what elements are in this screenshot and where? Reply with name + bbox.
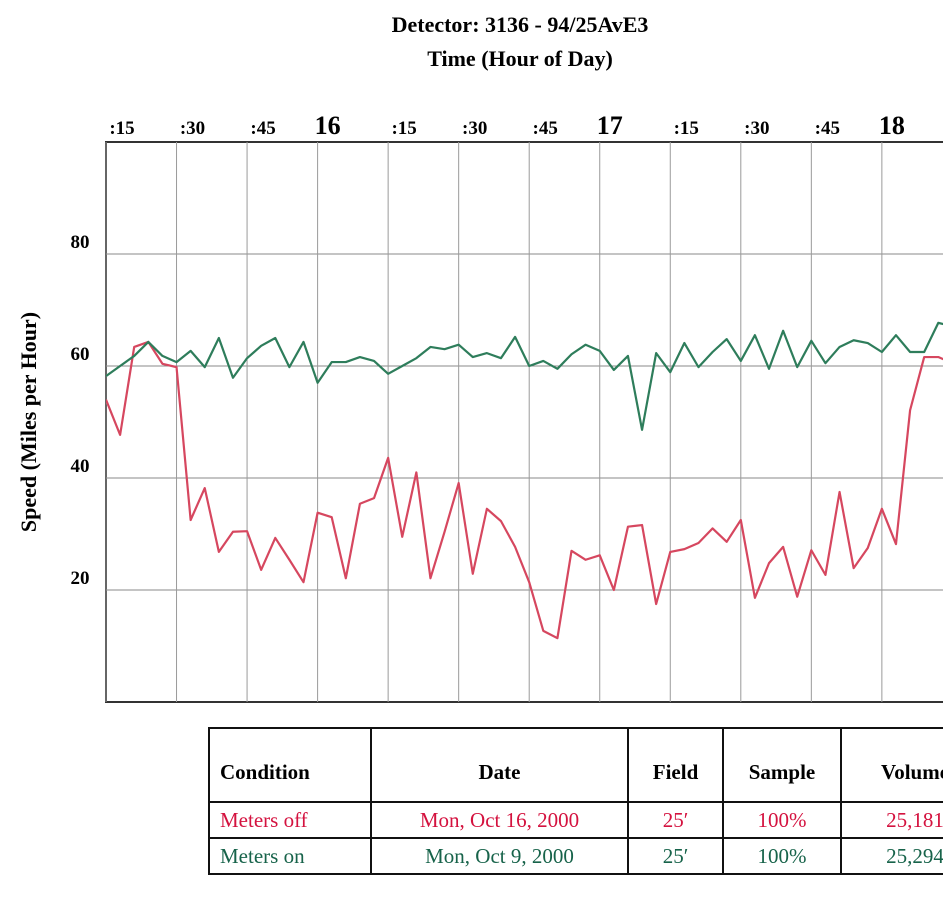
table-cell: 100% — [722, 837, 842, 875]
chart: Detector: 3136 - 94/25AvE3 Time (Hour of… — [16, 12, 943, 703]
table-container: Condition Date Field Sample Volume Meters of… — [208, 727, 943, 875]
table-cell: 25,181 — [840, 801, 943, 839]
header-cell: Volume — [840, 727, 943, 803]
y-tick-label: 40 — [71, 456, 90, 477]
x-tick-label: :15 — [674, 118, 699, 139]
y-tick-label: 20 — [71, 568, 90, 589]
table-row: Meters on Mon, Oct 9, 2000 25′ 100% 25,294 — [208, 837, 943, 875]
x-tick-label: 18 — [879, 111, 905, 140]
plot-lines — [106, 321, 943, 640]
x-tick-label: :15 — [109, 118, 134, 139]
table-cell: 25,294 — [840, 837, 943, 875]
table-row: Meters off Mon, Oct 16, 2000 25′ 100% 25,181 — [208, 801, 943, 839]
header-cell: Condition — [208, 727, 372, 803]
header-cell: Sample — [722, 727, 842, 803]
table-header: Condition Date Field Sample Volume — [208, 727, 943, 803]
table-cell: 25′ — [627, 837, 724, 875]
x-axis-label: Time (Hour of Day) — [427, 46, 613, 71]
condition-table: Condition Date Field Sample Volume Meters of… — [208, 727, 943, 875]
y-tick-label: 80 — [71, 232, 90, 253]
x-tick-label: :45 — [250, 118, 275, 139]
x-tick-label: 17 — [597, 111, 623, 140]
x-tick-label: :30 — [180, 118, 205, 139]
table-body: Meters off Mon, Oct 16, 2000 25′ 100% 25,181… — [208, 801, 943, 875]
y-tick-label: 60 — [71, 344, 90, 365]
x-tick-label: 16 — [315, 111, 341, 140]
x-tick-label: :30 — [462, 118, 487, 139]
x-tick-label: :15 — [391, 118, 416, 139]
plot-area — [105, 141, 943, 703]
y-axis-label: Speed (Miles per Hour) — [16, 312, 41, 532]
x-tick-label: :45 — [533, 118, 558, 139]
series-line — [106, 340, 943, 640]
chart-title: Detector: 3136 - 94/25AvE3 — [392, 12, 649, 37]
table-cell: 100% — [722, 801, 842, 839]
series-line — [106, 321, 943, 431]
header-cell: Date — [370, 727, 629, 803]
x-tick-label: :30 — [744, 118, 769, 139]
table-cell: Mon, Oct 16, 2000 — [370, 801, 629, 839]
table-cell: 25′ — [627, 801, 724, 839]
x-tick-label: :45 — [815, 118, 840, 139]
table-cell: Meters on — [208, 837, 372, 875]
header-cell: Field — [627, 727, 724, 803]
table-cell: Mon, Oct 9, 2000 — [370, 837, 629, 875]
table-cell: Meters off — [208, 801, 372, 839]
